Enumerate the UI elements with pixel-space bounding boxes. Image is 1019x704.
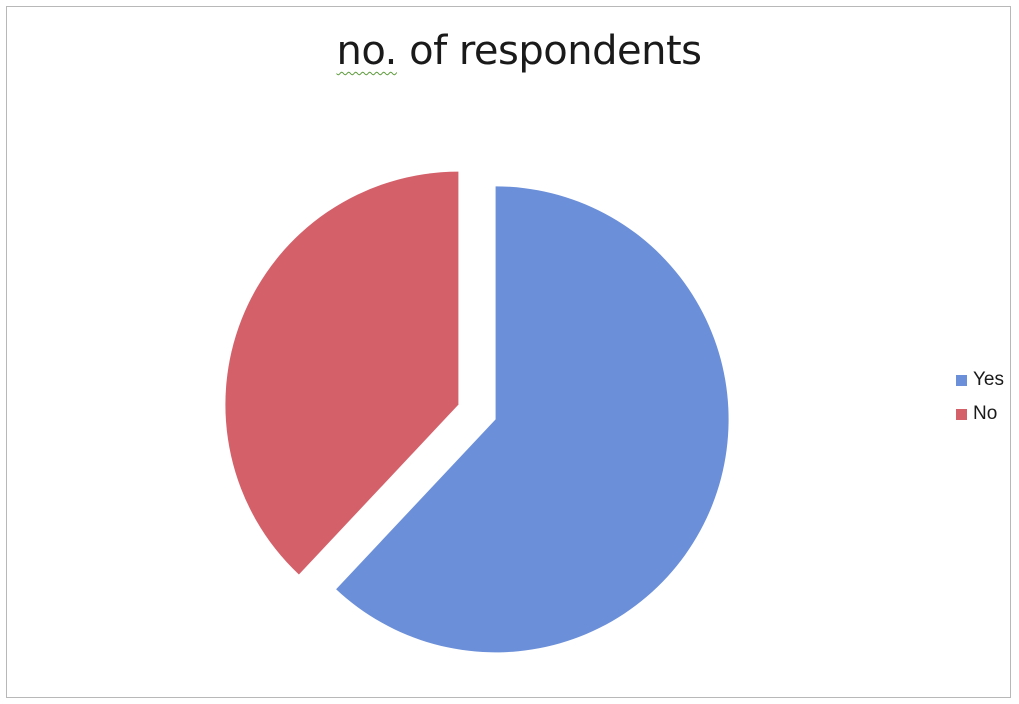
- pie-slice-yes: [336, 186, 729, 653]
- chart-title-word-1: no.: [336, 28, 398, 74]
- legend-label-no: No: [973, 403, 998, 424]
- legend-swatch-no: [956, 408, 967, 420]
- legend-item-no: No: [956, 402, 1004, 426]
- legend-label-yes: Yes: [973, 369, 1004, 390]
- pie-slice-no: [225, 171, 459, 575]
- chart-title: no. of respondents: [0, 28, 1019, 74]
- chart-title-word-2: of respondents: [409, 28, 702, 74]
- legend-swatch-yes: [956, 374, 967, 386]
- legend-item-yes: Yes: [956, 368, 1004, 392]
- legend: Yes No: [956, 368, 1004, 436]
